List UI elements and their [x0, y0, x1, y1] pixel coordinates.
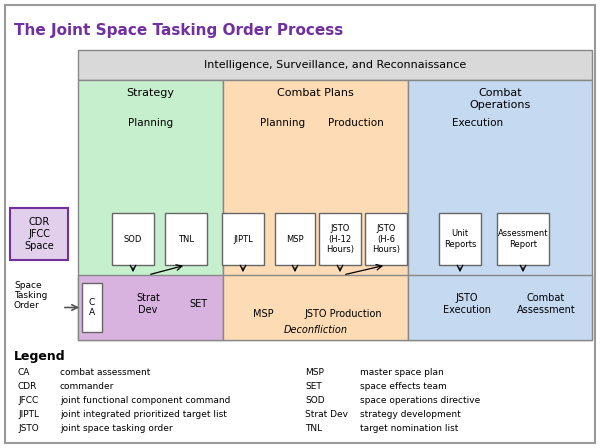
Text: TNL: TNL — [305, 424, 322, 433]
Text: space effects team: space effects team — [360, 382, 447, 391]
Text: JFCC: JFCC — [18, 396, 38, 405]
Text: Combat Plans: Combat Plans — [277, 88, 354, 98]
Text: The Joint Space Tasking Order Process: The Joint Space Tasking Order Process — [14, 23, 343, 38]
Text: Strat
Dev: Strat Dev — [136, 293, 160, 315]
Text: SOD: SOD — [305, 396, 325, 405]
Text: JIPTL: JIPTL — [18, 410, 39, 419]
Text: SOD: SOD — [124, 234, 142, 244]
Text: C
A: C A — [89, 298, 95, 317]
Bar — [275, 213, 315, 265]
Bar — [78, 50, 592, 80]
Text: Assessment
Report: Assessment Report — [498, 229, 548, 249]
Bar — [319, 213, 361, 265]
Text: master space plan: master space plan — [360, 368, 444, 377]
Bar — [408, 80, 592, 340]
Text: Strategy: Strategy — [127, 88, 175, 98]
Text: JSTO
(H-6
Hours): JSTO (H-6 Hours) — [372, 224, 400, 254]
Text: strategy development: strategy development — [360, 410, 461, 419]
Text: Planning: Planning — [128, 118, 173, 128]
Bar — [223, 80, 408, 340]
Text: Production: Production — [328, 118, 384, 128]
Text: Space
Tasking
Order: Space Tasking Order — [14, 280, 47, 310]
Bar — [78, 80, 223, 340]
Text: JSTO
(H-12
Hours): JSTO (H-12 Hours) — [326, 224, 354, 254]
Text: JIPTL: JIPTL — [233, 234, 253, 244]
Text: commander: commander — [60, 382, 115, 391]
Text: MSP: MSP — [253, 309, 274, 319]
Bar — [439, 213, 481, 265]
Text: MSP: MSP — [286, 234, 304, 244]
Text: MSP: MSP — [305, 368, 324, 377]
Text: Deconfliction: Deconfliction — [284, 325, 347, 335]
Text: CDR: CDR — [18, 382, 37, 391]
Text: Planning: Planning — [260, 118, 305, 128]
Bar — [223, 275, 408, 340]
Text: Combat
Operations: Combat Operations — [469, 88, 530, 110]
Bar — [497, 213, 549, 265]
Bar — [78, 275, 223, 340]
Bar — [165, 213, 207, 265]
Text: SET: SET — [189, 299, 207, 309]
Bar — [408, 275, 592, 340]
Text: Unit
Reports: Unit Reports — [444, 229, 476, 249]
Text: JSTO: JSTO — [18, 424, 39, 433]
Text: SET: SET — [305, 382, 322, 391]
Text: JSTO Production: JSTO Production — [304, 309, 382, 319]
Text: Intelligence, Surveillance, and Reconnaissance: Intelligence, Surveillance, and Reconnai… — [204, 60, 466, 70]
Text: Combat
Assessment: Combat Assessment — [517, 293, 575, 315]
Bar — [82, 283, 102, 332]
Bar — [10, 208, 68, 260]
Text: combat assessment: combat assessment — [60, 368, 151, 377]
Text: space operations directive: space operations directive — [360, 396, 480, 405]
Text: Strat Dev: Strat Dev — [305, 410, 348, 419]
Bar — [112, 213, 154, 265]
Text: joint functional component command: joint functional component command — [60, 396, 230, 405]
Text: joint integrated prioritized target list: joint integrated prioritized target list — [60, 410, 227, 419]
Text: CDR
JFCC
Space: CDR JFCC Space — [24, 217, 54, 250]
Text: JSTO
Execution: JSTO Execution — [443, 293, 491, 315]
Text: TNL: TNL — [178, 234, 194, 244]
Text: Legend: Legend — [14, 350, 65, 363]
Bar — [222, 213, 264, 265]
Text: joint space tasking order: joint space tasking order — [60, 424, 173, 433]
Bar — [365, 213, 407, 265]
Text: CA: CA — [18, 368, 31, 377]
Text: target nomination list: target nomination list — [360, 424, 458, 433]
Text: Execution: Execution — [452, 118, 503, 128]
